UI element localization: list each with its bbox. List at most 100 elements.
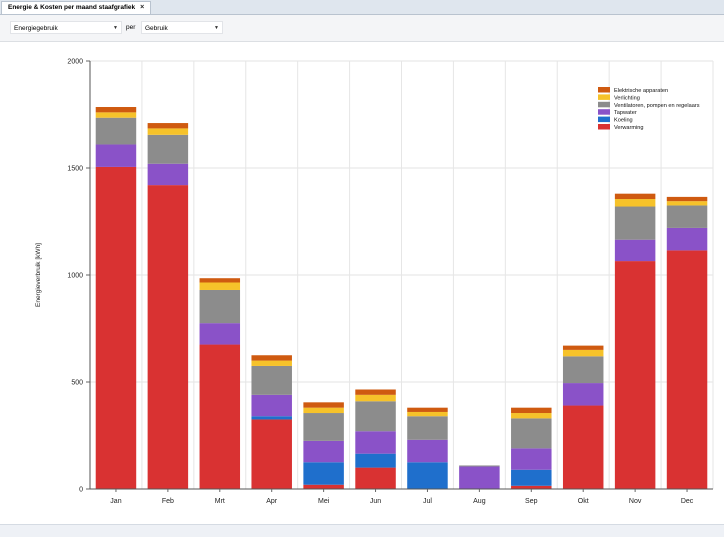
bar-segment [614, 199, 656, 207]
stacked-bar-chart: 0 500 1000 1500 2000 Energieverbruik [kWh] Jan… [35, 59, 714, 505]
x-tick-label: Jul [423, 498, 432, 505]
tab-title: Energie & Kosten per maand staafgrafiek [8, 4, 136, 11]
bar-segment [459, 466, 500, 489]
bar-segment [303, 407, 344, 414]
bar-segment [303, 402, 344, 408]
legend-label: Ventilatoren, pompen en regelaars [614, 103, 700, 109]
bar-segment [95, 112, 137, 118]
bar-segment [147, 185, 189, 489]
toolbar: Energiegebruik ▼ per Gebruik ▼ [0, 15, 724, 42]
bar-segment [199, 344, 241, 489]
y-axis-label: Energieverbruik [kWh] [35, 243, 42, 307]
bar-segment [355, 431, 396, 454]
chart-area: 0 500 1000 1500 2000 Energieverbruik [kWh] Jan… [0, 42, 724, 528]
legend-label: Tapwater [614, 110, 637, 116]
chevron-down-icon: ▼ [113, 25, 118, 31]
bar-segment [614, 239, 656, 262]
legend-swatch [598, 124, 610, 130]
bar-segment [614, 261, 656, 489]
bar-segment [355, 394, 396, 402]
bar-segment [562, 345, 604, 350]
bar-segment [199, 282, 241, 290]
bar-segment [562, 405, 604, 489]
per-label: per [126, 24, 136, 31]
bar-segment [303, 413, 344, 441]
bar-segment [562, 383, 604, 406]
bar-segment [355, 389, 396, 395]
bar-segment [251, 394, 292, 417]
group-select-value: Gebruik [145, 25, 168, 32]
x-tick-label: Okt [578, 498, 589, 505]
y-tick-label: 1000 [67, 273, 83, 280]
bar-segment [355, 401, 396, 432]
bar-segment [147, 128, 189, 135]
bar-segment [303, 440, 344, 463]
bar-segment [251, 365, 292, 395]
group-select[interactable]: Gebruik ▼ [141, 21, 223, 34]
chart-bars [95, 107, 708, 489]
x-tick-label: Jun [370, 498, 381, 505]
legend-label: Verwarming [614, 125, 644, 131]
bar-segment [95, 117, 137, 145]
x-tick-label: Aug [473, 498, 486, 505]
bar-segment [95, 144, 137, 167]
y-tick-label: 500 [71, 380, 83, 387]
metric-select-value: Energiegebruik [14, 25, 58, 32]
chart-axes: 0 500 1000 1500 2000 Energieverbruik [kWh] Jan… [35, 59, 713, 505]
chevron-down-icon: ▼ [214, 25, 219, 31]
x-tick-label: Mrt [215, 498, 225, 505]
bar-segment [614, 206, 656, 240]
tab-bar: Energie & Kosten per maand staafgrafiek … [0, 0, 724, 15]
bar-segment [562, 356, 604, 384]
bar-segment [459, 465, 500, 467]
legend-label: Elektrische apparaten [614, 88, 668, 94]
bar-segment [511, 448, 552, 470]
bar-segment [511, 418, 552, 449]
metric-select[interactable]: Energiegebruik ▼ [10, 21, 122, 34]
bar-segment [666, 227, 708, 251]
bar-segment [147, 134, 189, 164]
close-icon[interactable]: × [140, 4, 145, 11]
bar-segment [147, 123, 189, 129]
x-tick-label: Dec [681, 498, 694, 505]
legend-swatch [598, 109, 610, 115]
bar-segment [407, 411, 448, 417]
bar-segment [303, 484, 344, 489]
x-tick-label: Mei [318, 498, 330, 505]
y-tick-label: 0 [79, 487, 83, 494]
y-tick-label: 2000 [67, 59, 83, 66]
bar-segment [199, 278, 241, 283]
x-tick-label: Jan [110, 498, 121, 505]
bar-segment [147, 163, 189, 186]
x-tick-label: Feb [162, 498, 174, 505]
bar-segment [95, 107, 137, 113]
bar-segment [562, 349, 604, 357]
y-tick-label: 1500 [67, 166, 83, 173]
bar-segment [303, 462, 344, 485]
tab-energy-chart[interactable]: Energie & Kosten per maand staafgrafiek … [1, 1, 152, 14]
bar-segment [95, 166, 137, 489]
bar-segment [666, 196, 708, 202]
bar-segment [199, 289, 241, 324]
bar-segment [251, 360, 292, 366]
bar-segment [511, 469, 552, 486]
legend-swatch [598, 101, 610, 108]
bar-segment [511, 407, 552, 414]
bar-segment [511, 413, 552, 419]
bar-segment [251, 419, 292, 489]
bar-segment [199, 323, 241, 345]
bar-segment [251, 416, 292, 420]
x-tick-label: Apr [266, 498, 278, 505]
bar-segment [407, 439, 448, 463]
x-tick-label: Sep [525, 498, 538, 505]
bar-segment [407, 416, 448, 440]
bar-segment [407, 462, 448, 489]
legend-label: Verlichting [614, 95, 640, 101]
bar-segment [251, 355, 292, 361]
bar-segment [355, 467, 396, 489]
bar-segment [614, 193, 656, 200]
bar-segment [666, 201, 708, 206]
x-tick-label: Nov [629, 498, 642, 505]
legend-swatch [598, 94, 610, 100]
